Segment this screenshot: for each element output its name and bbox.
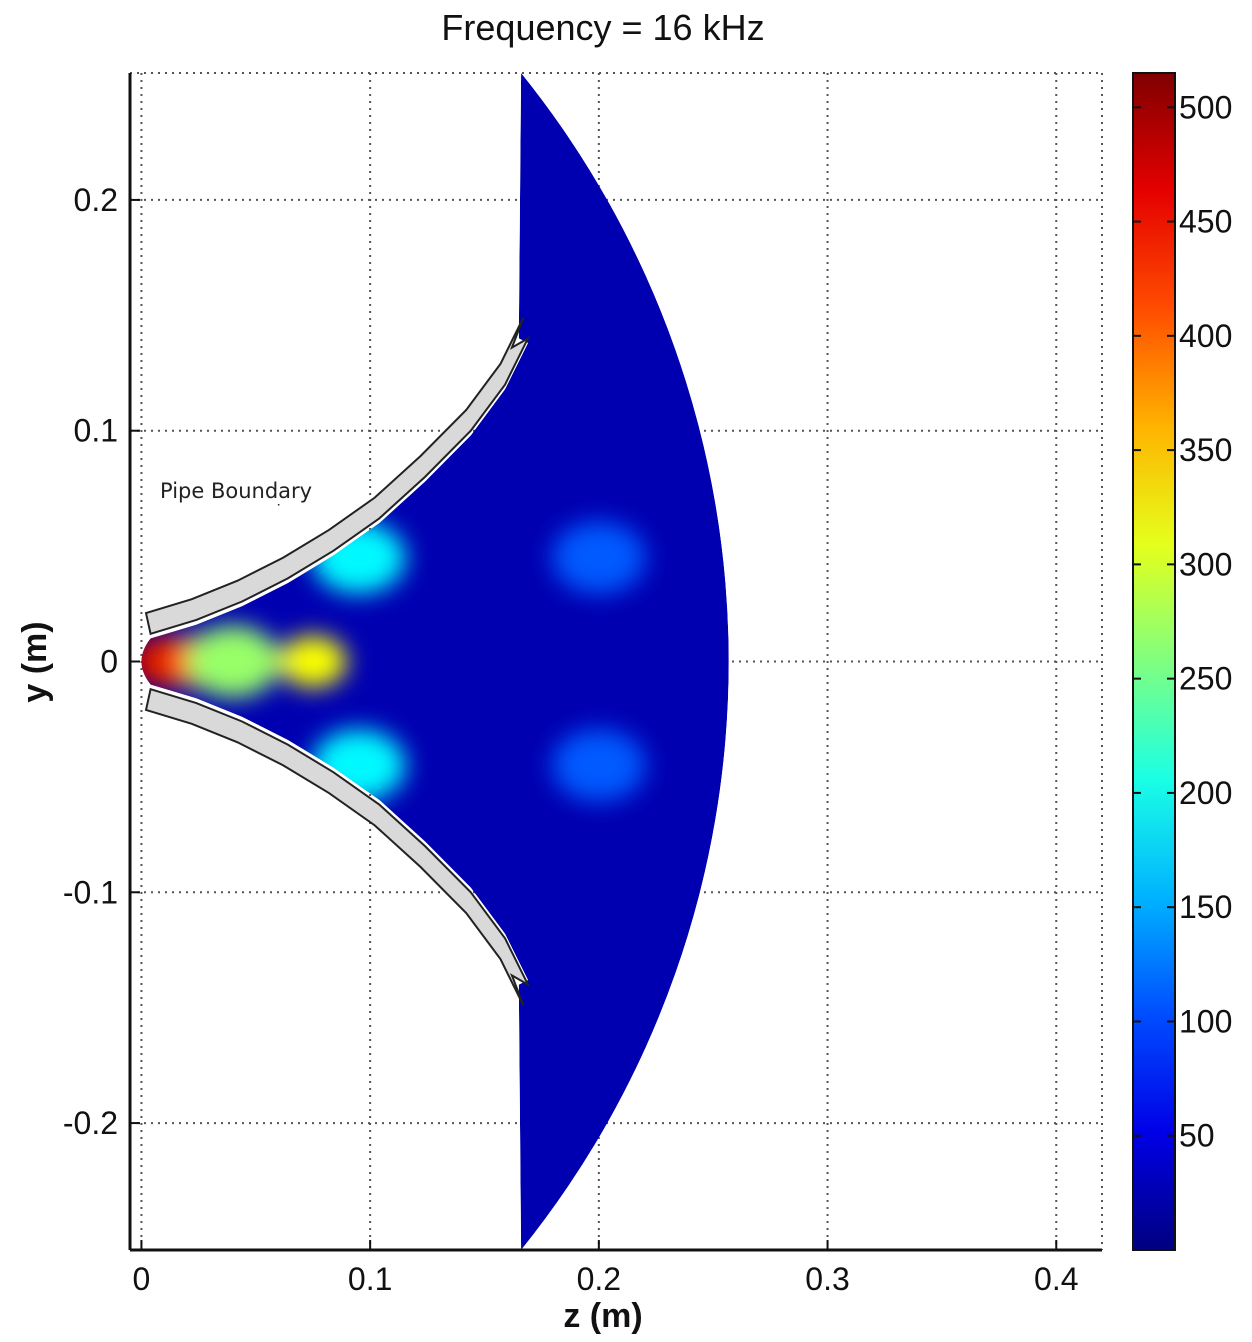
x-tick-label: 0.1 — [348, 1261, 392, 1297]
field-hotspot — [186, 625, 280, 698]
x-tick-label: 0.4 — [1034, 1261, 1078, 1297]
field-hotspot — [552, 521, 646, 594]
pipe-boundary — [144, 317, 531, 1006]
colorbar-tick-label: 100 — [1179, 1003, 1232, 1039]
colorbar-tick-label: 350 — [1179, 432, 1232, 468]
field-hotspot — [279, 635, 347, 688]
annotation-text: Pipe Boundary — [160, 479, 312, 503]
colorbar-gradient — [1132, 72, 1176, 1251]
colorbar-tick-label: 300 — [1179, 546, 1232, 582]
colorbar-tick-label: 150 — [1179, 889, 1232, 925]
x-tick-label: 0.2 — [577, 1261, 621, 1297]
colorbar-tick-label: 50 — [1179, 1118, 1215, 1154]
y-tick-label: 0 — [100, 644, 118, 680]
chart-title: Frequency = 16 kHz — [441, 7, 764, 48]
y-tick-label: 0.1 — [74, 413, 118, 449]
x-tick-label: 0 — [133, 1261, 151, 1297]
pipe-boundary-annotation: Pipe Boundary — [160, 479, 312, 506]
colorbar-tick-label: 250 — [1179, 661, 1232, 697]
colorbar-tick-label: 500 — [1179, 89, 1232, 125]
colorbar-tick-label: 200 — [1179, 775, 1232, 811]
colorbar-tick-label: 400 — [1179, 318, 1232, 354]
field-background — [141, 73, 729, 1250]
x-tick-label: 0.3 — [805, 1261, 849, 1297]
colorbar: 50 100 150 200 250 300 350 400 450 500 — [1132, 72, 1232, 1251]
y-tick-label: -0.2 — [63, 1105, 118, 1141]
pipe-wall-lower — [144, 687, 531, 1006]
x-axis-label: z (m) — [563, 1297, 642, 1335]
y-tick-label: -0.1 — [63, 874, 118, 910]
tick-labels: 0 0.1 0.2 0.3 0.4 0.2 0.1 0 -0.1 -0.2 — [63, 182, 1079, 1297]
colorbar-tick-label: 450 — [1179, 204, 1232, 240]
field-domain — [141, 73, 729, 1250]
y-tick-label: 0.2 — [74, 182, 118, 218]
pipe-wall-upper — [144, 317, 531, 636]
field-hotspot — [552, 729, 646, 802]
y-axis-label: y (m) — [16, 621, 54, 702]
